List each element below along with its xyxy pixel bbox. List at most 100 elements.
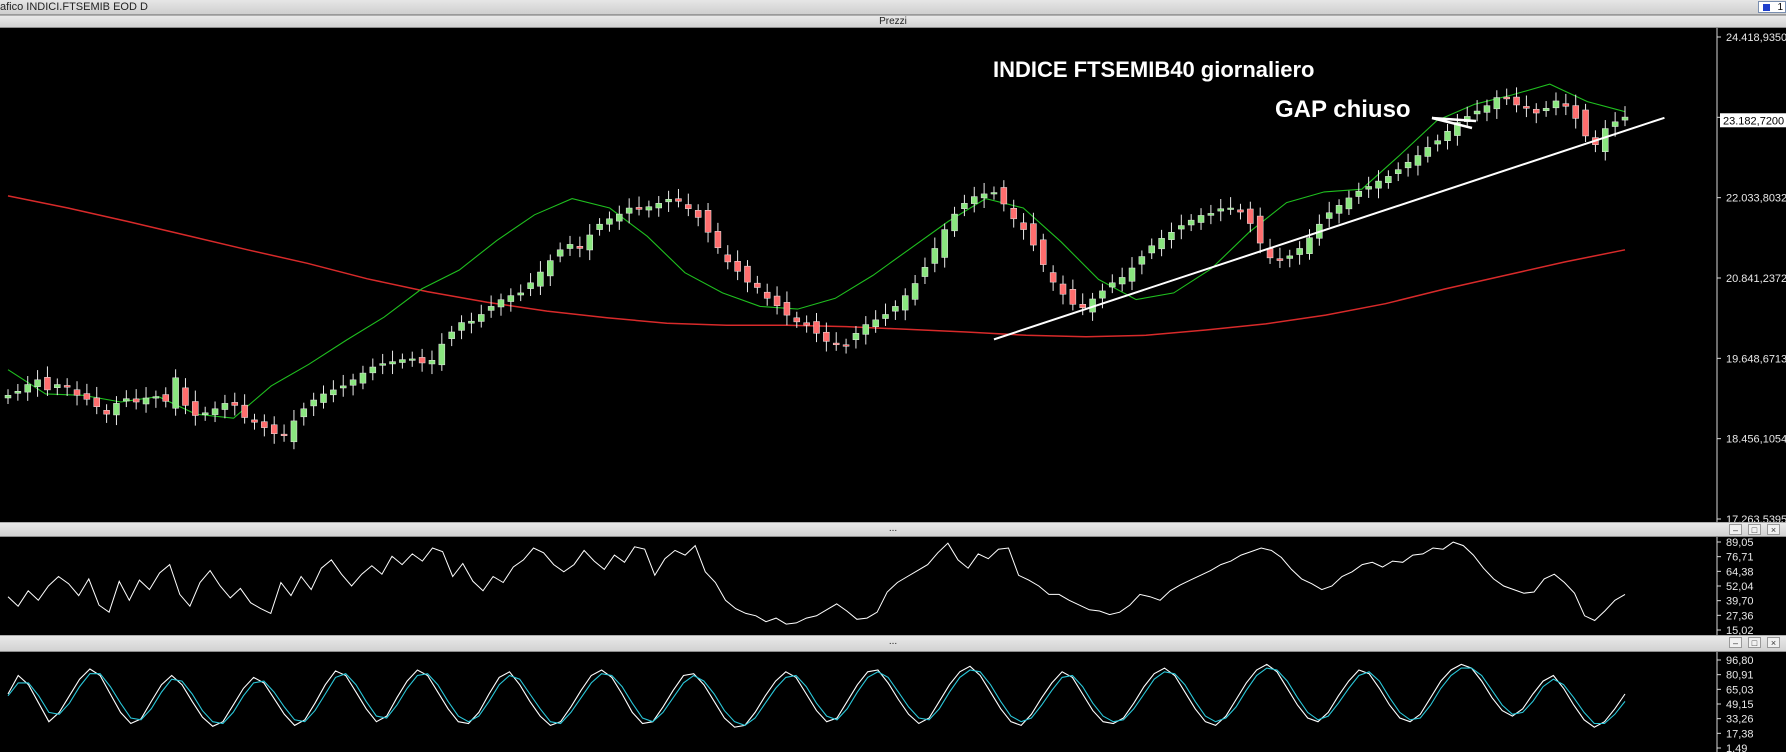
candle-body [921,267,929,277]
candle-body [901,295,909,311]
candle-body [911,283,919,300]
candle-body [1286,255,1294,259]
candle-body [63,385,71,388]
candle-body [1079,304,1086,308]
candle-body [211,408,219,415]
candle-body [1454,122,1461,136]
candle-body [842,344,850,347]
candle-body [1523,106,1530,109]
candle-body [320,393,327,403]
stochastic-tick-label: 17,38 [1726,728,1754,740]
candle-body [1256,215,1264,244]
stochastic-tick-label: 49,15 [1726,699,1754,711]
price-tick-label: 17.263,5395 [1726,514,1786,522]
price-tick-label: 22.033,8032 [1726,193,1786,205]
candle-body [517,292,524,296]
candle-body [1572,105,1579,119]
candle-body [418,357,426,364]
candle-body [1099,290,1106,299]
candle-body [1483,105,1491,113]
restore-icon[interactable]: □ [1748,524,1761,535]
candle-body [951,213,958,232]
price-pane-header: Prezzi [0,15,1786,28]
candle-body [1197,215,1205,223]
window-badge-label: 1 [1777,2,1783,13]
candle-body [862,324,870,335]
candle-body [389,361,396,365]
candle-body [1296,248,1303,255]
candle-body [1542,108,1550,112]
candle-body [1493,97,1501,110]
badge-square-icon [1763,4,1770,11]
oscillator-tick-label: 52,04 [1726,581,1754,593]
candle-body [369,366,377,374]
candle-body [803,322,810,326]
candle-body [1237,209,1244,213]
candle-body [961,203,968,209]
candle-body [566,244,574,249]
current-price-label: 23.182,7200 [1723,115,1784,127]
candle-body [1138,256,1146,265]
candle-body [221,403,229,410]
window-badge[interactable]: 1 [1758,1,1786,13]
candle-body [497,299,505,308]
candle-body [675,198,682,202]
candle-body [192,401,199,416]
oscillator-tick-label: 76,71 [1726,552,1754,564]
candle-body [1168,232,1175,240]
candle-body [280,433,288,436]
candle-body [1276,258,1284,261]
candle-body [596,223,603,230]
candle-body [527,282,534,289]
candle-body [83,393,91,400]
price-chart[interactable]: 24.418,9350 23.182,7200 22.033,8032 20.841,… [0,28,1786,522]
candle-body [251,419,258,423]
price-tick-label: 18.456,1054 [1726,434,1786,446]
candle-body [832,342,840,346]
candle-body [1385,176,1392,183]
candle-body [882,314,889,319]
oscillator-tick-label: 64,38 [1726,566,1754,578]
candle-body [547,260,554,277]
candle-body [694,210,702,218]
stochastic-pane-header: ... – □ × [0,635,1786,652]
candle-body [586,234,593,251]
candle-body [1394,169,1402,174]
candle-body [1365,186,1372,190]
minimize-icon[interactable]: – [1729,524,1742,535]
candle-body [458,322,465,331]
candle-body [290,420,298,443]
oscillator-tick-label: 39,70 [1726,596,1754,608]
candle-body [576,246,584,249]
candle-body [349,379,357,386]
candle-body [1434,140,1441,145]
candle-body [773,295,781,306]
candle-body [339,385,347,389]
candle-body [1513,96,1520,106]
candle-body [931,248,939,264]
oscillator-line [7,541,1626,625]
candle-body [813,321,820,334]
candle-body [142,397,150,405]
candle-body [1552,100,1560,109]
candle-body [1059,283,1067,295]
candle-body [754,282,761,288]
candle-body [1227,207,1234,210]
minimize-icon[interactable]: – [1729,637,1742,648]
oscillator-chart[interactable]: 89,05 76,71 64,38 52,04 39,70 27,36 15,02 [0,537,1786,635]
candle-body [201,412,209,416]
candle-body [714,231,722,249]
stochastic-chart[interactable]: 96,80 80,91 65,03 49,15 33,26 17,38 1,49 [0,652,1786,752]
stochastic-tick-label: 1,49 [1726,743,1747,752]
candle-body [763,291,771,299]
restore-icon[interactable]: □ [1748,637,1761,648]
close-icon[interactable]: × [1767,637,1780,648]
close-icon[interactable]: × [1767,524,1780,535]
candle-body [1414,155,1422,166]
candle-body [487,306,495,311]
candle-body [172,377,179,409]
oscillator-tick-label: 89,05 [1726,537,1754,549]
candle-body [990,192,998,195]
oscillator-tick-label: 15,02 [1726,625,1754,635]
candle-body [182,387,189,406]
